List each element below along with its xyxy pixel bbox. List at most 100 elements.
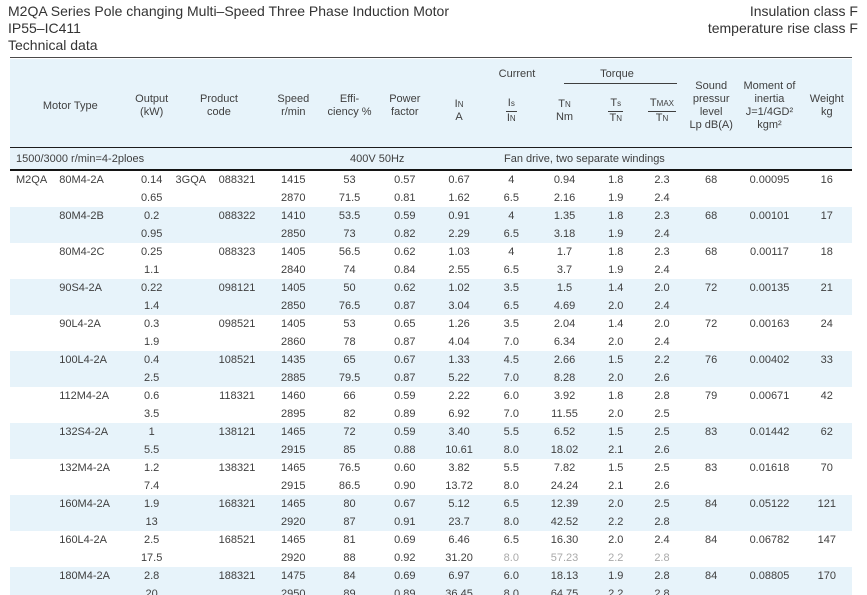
cell-rated-current: 3.82	[448, 462, 470, 474]
cell-code-prefix	[173, 459, 209, 495]
cell-starting-torque-ratio: 1.5	[608, 462, 624, 474]
cell-rated-current: 2.29	[431, 225, 487, 243]
cell-output: 0.4	[130, 351, 173, 369]
cell-sound-pressure: 84	[705, 534, 718, 546]
cell-output: 0.3	[144, 318, 160, 330]
cell-max-torque-ratio: 2.0	[638, 279, 686, 297]
col-header-power-factor: Power factor	[377, 59, 432, 148]
cell-output: 1.9	[144, 336, 160, 348]
cell-output: 7.4	[144, 480, 160, 492]
cell-moment-of-inertia: 0.00095	[749, 174, 790, 186]
temperature-rise-label: temperature rise class F	[707, 20, 858, 36]
cell-output: 1.9	[130, 495, 173, 513]
cell-product-code: 088321	[218, 174, 256, 186]
cell-starting-current-ratio: 8.0	[503, 480, 519, 492]
subheader-pole-config: 1500/3000 r/min=4-2ploes	[16, 152, 145, 165]
cell-rated-current: 1.02	[431, 279, 487, 297]
cell-motor-type: 180M4-2A	[56, 567, 131, 595]
cell-efficiency: 81	[343, 534, 356, 546]
table-row: 3.5 2895 82 0.89 6.92 7.0 11.55 2.0 2.5	[10, 405, 852, 423]
cell-starting-torque-ratio: 2.0	[592, 369, 639, 387]
table-row: 2.5 2885 79.5 0.87 5.22 7.0 8.28 2.0 2.6	[10, 369, 852, 387]
cell-max-torque-ratio: 2.4	[638, 225, 686, 243]
cell-power-factor: 0.60	[394, 462, 416, 474]
cell-power-factor: 0.67	[377, 495, 432, 513]
cell-starting-current-ratio: 6.5	[486, 225, 537, 243]
cell-weight: 16	[820, 174, 833, 186]
cell-code-prefix	[172, 207, 209, 243]
cell-max-torque-ratio: 2.5	[654, 408, 670, 420]
cell-output: 0.22	[130, 279, 173, 297]
table-row: 80M4-2C 0.25 088323 1405 56.5 0.62 1.03 …	[10, 243, 852, 261]
cell-output: 0.25	[140, 246, 163, 258]
cell-starting-current-ratio: 4	[486, 207, 537, 225]
cell-output: 0.95	[130, 225, 173, 243]
cell-output: 20	[130, 585, 173, 595]
cell-starting-current-ratio: 4	[508, 246, 515, 258]
cell-moment-of-inertia: 0.00101	[737, 207, 802, 243]
cell-efficiency: 72	[321, 423, 378, 441]
cell-rated-current: 1.03	[448, 246, 470, 258]
cell-rated-torque: 7.82	[553, 462, 576, 474]
cell-rated-torque: 2.04	[553, 318, 576, 330]
cell-rated-torque: 8.28	[536, 369, 593, 387]
cell-power-factor: 0.91	[377, 513, 432, 531]
table-row: 160M4-2A 1.9 168321 1465 80 0.67 5.12 6.…	[10, 495, 852, 531]
cell-starting-torque-ratio: 1.4	[592, 279, 639, 297]
table-row: 90L4-2A 0.3 098521 1405 53 0.65 1.26 3.5…	[10, 315, 852, 333]
cell-output: 0.14	[140, 174, 163, 186]
cell-code-prefix	[172, 567, 209, 595]
cell-speed: 1465	[281, 534, 306, 546]
col-header-output: Output (kW)	[130, 59, 173, 148]
cell-max-torque-ratio: 2.0	[654, 318, 670, 330]
cell-moment-of-inertia: 0.05122	[737, 495, 802, 531]
cell-rated-torque: 57.23	[550, 552, 579, 564]
cell-weight: 33	[801, 351, 852, 387]
cell-speed: 1410	[265, 207, 322, 225]
cell-power-factor: 0.84	[394, 264, 416, 276]
col-header-sound-pressure: Sound pressur level Lp dB(A)	[685, 59, 738, 148]
cell-rated-torque: 2.66	[536, 351, 593, 369]
cell-max-torque-ratio: 2.4	[654, 336, 670, 348]
cell-power-factor: 0.69	[377, 567, 432, 585]
cell-weight: 42	[820, 390, 833, 402]
cell-rated-torque: 12.39	[536, 495, 593, 513]
cell-max-torque-ratio: 2.8	[638, 567, 686, 585]
cell-moment-of-inertia: 0.00117	[749, 246, 789, 258]
col-header-moment-of-inertia: Moment of inertia J=1/4GD² kgm²	[737, 59, 802, 148]
cell-starting-torque-ratio: 1.8	[608, 246, 624, 258]
cell-starting-torque-ratio: 1.9	[592, 567, 639, 585]
cell-motor-prefix	[10, 459, 56, 495]
cell-efficiency: 53.5	[321, 207, 378, 225]
cell-max-torque-ratio: 2.6	[638, 441, 686, 459]
col-header-starting-current-ratio: Is IN	[486, 59, 537, 148]
cell-motor-type: 80M4-2B	[56, 207, 131, 243]
cell-speed: 2920	[281, 552, 306, 564]
cell-starting-torque-ratio: 2.2	[592, 585, 639, 595]
cell-weight: 18	[820, 246, 833, 258]
cell-rated-torque: 6.52	[536, 423, 593, 441]
col-header-max-torque-ratio: TMAX TN	[638, 59, 686, 148]
cell-max-torque-ratio: 2.6	[638, 369, 686, 387]
cell-efficiency: 84	[321, 567, 378, 585]
cell-output: 1	[130, 423, 173, 441]
cell-rated-current: 6.46	[448, 534, 470, 546]
cell-output: 0.6	[144, 390, 160, 402]
cell-product-code: 138121	[208, 423, 266, 459]
cell-rated-current: 4.04	[448, 336, 470, 348]
page-title: M2QA Series Pole changing Multi–Speed Th…	[8, 3, 449, 19]
cell-motor-prefix	[10, 531, 56, 567]
cell-efficiency: 89	[321, 585, 378, 595]
cell-starting-current-ratio: 8.0	[503, 552, 519, 564]
cell-rated-torque: 3.18	[536, 225, 593, 243]
cell-power-factor: 0.88	[377, 441, 432, 459]
cell-power-factor: 0.89	[394, 408, 416, 420]
cell-rated-current: 6.92	[448, 408, 470, 420]
cell-motor-prefix	[10, 495, 57, 531]
cell-rated-torque: 4.69	[536, 297, 593, 315]
cell-max-torque-ratio: 2.8	[638, 513, 686, 531]
group-header-torque: Torque	[600, 68, 634, 80]
page-subtitle-protection: IP55–IC411	[8, 20, 81, 36]
cell-efficiency: 65	[321, 351, 378, 369]
title-divider	[10, 57, 852, 58]
